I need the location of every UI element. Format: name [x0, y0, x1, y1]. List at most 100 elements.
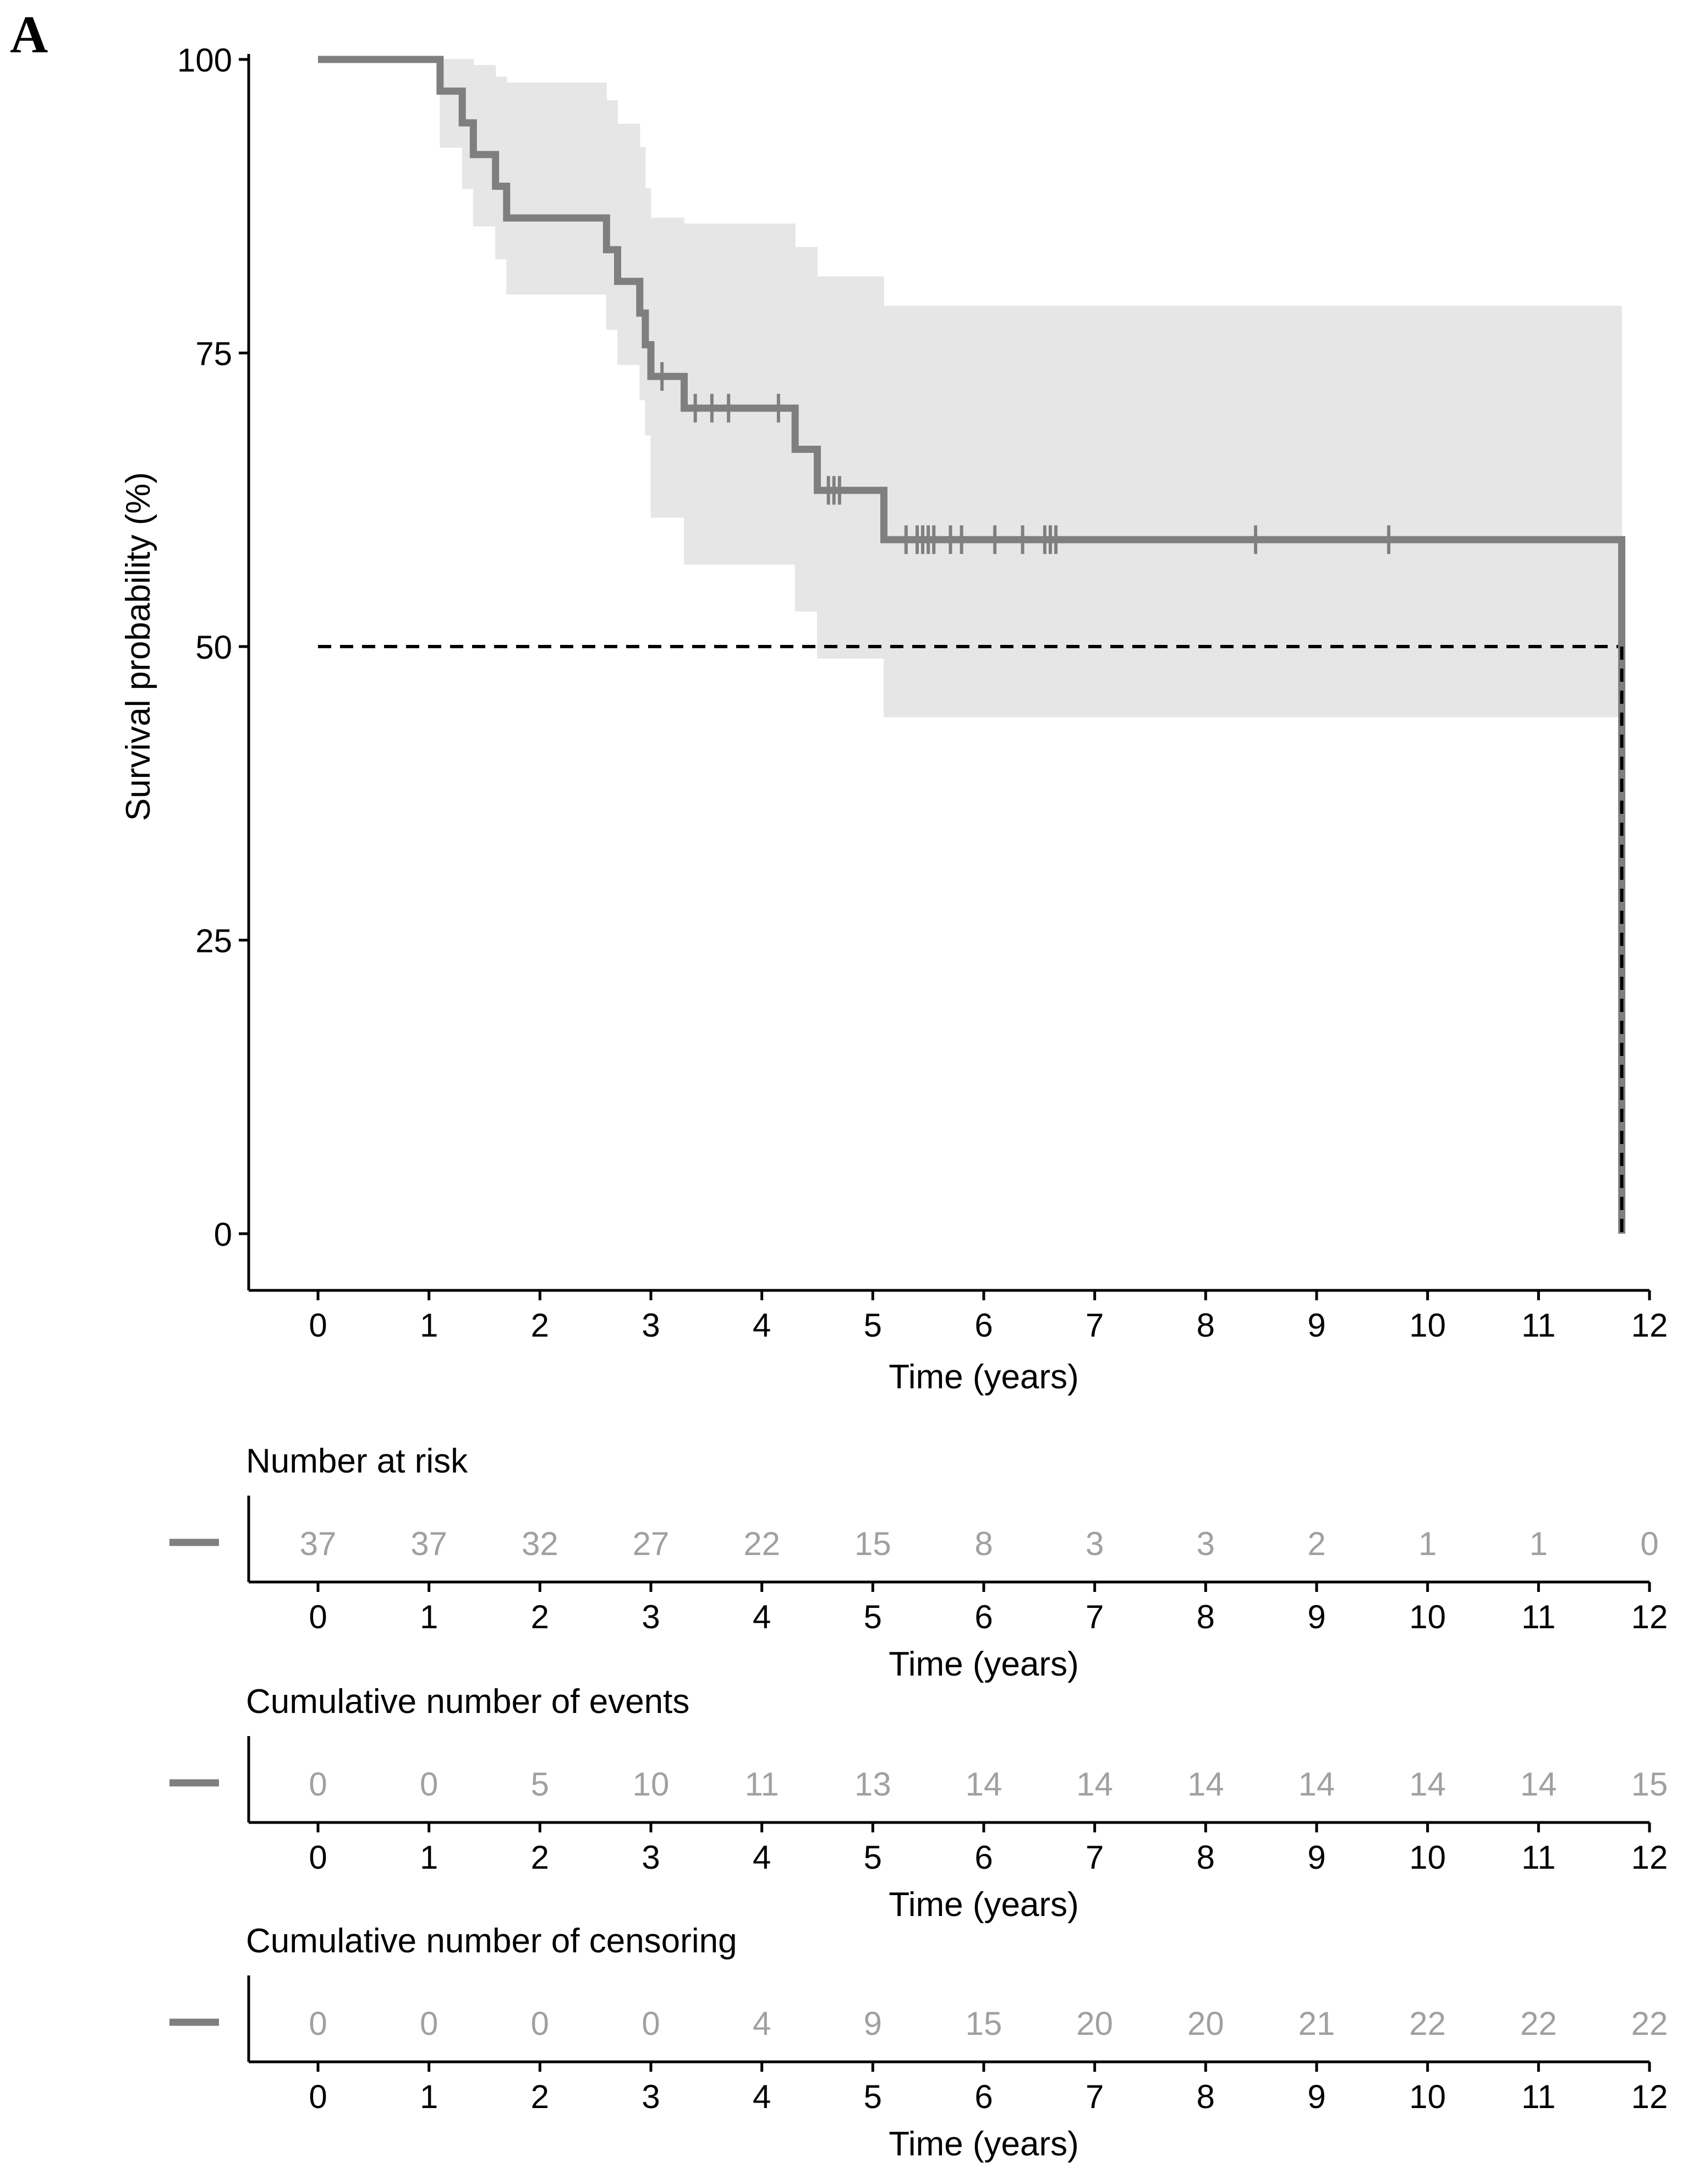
ci-band-segment	[506, 83, 607, 295]
risk-table-value: 15	[966, 2005, 1002, 2042]
x-tick-label: 6	[974, 1307, 993, 1344]
risk-table-value: 27	[633, 1525, 670, 1562]
x-tick-label: 0	[309, 2078, 327, 2115]
x-tick-label: 8	[1197, 2078, 1215, 2115]
risk-table-value: 9	[864, 2005, 882, 2042]
x-tick-label: 3	[642, 1839, 660, 1876]
table-x-axis-label: Time (years)	[889, 1645, 1079, 1683]
ci-band-segment	[639, 147, 646, 401]
x-tick-label: 8	[1197, 1599, 1215, 1635]
risk-table-value: 13	[854, 1766, 891, 1803]
y-tick-label: 25	[195, 923, 232, 960]
x-tick-label: 12	[1631, 1839, 1668, 1876]
risk-table-value: 22	[1520, 2005, 1557, 2042]
survival-curve	[318, 56, 1626, 1234]
x-tick-label: 7	[1086, 1599, 1104, 1635]
risk-table-value: 22	[743, 1525, 780, 1562]
x-tick-label: 1	[420, 2078, 438, 2115]
x-tick-label: 0	[309, 1599, 327, 1635]
x-tick-label: 7	[1086, 1839, 1104, 1876]
x-tick-label: 5	[864, 1599, 882, 1635]
risk-table-value: 3	[1086, 1525, 1104, 1562]
x-tick-label: 11	[1521, 1839, 1555, 1876]
risk-table-value: 14	[1409, 1766, 1446, 1803]
risk-table-value: 20	[1187, 2005, 1224, 2042]
x-tick-label: 4	[753, 1599, 771, 1635]
x-tick-label: 12	[1631, 1599, 1668, 1635]
risk-table-value: 32	[522, 1525, 558, 1562]
risk-table-value: 0	[309, 2005, 327, 2042]
risk-table-value: 8	[974, 1525, 993, 1562]
risk-table-value: 14	[1187, 1766, 1224, 1803]
risk-table-value: 5	[531, 1766, 549, 1803]
x-tick-label: 8	[1197, 1307, 1215, 1344]
risk-table-value: 4	[753, 2005, 771, 2042]
risk-table-value: 10	[633, 1766, 670, 1803]
x-tick-label: 10	[1409, 1599, 1446, 1635]
risk-table-value: 14	[1298, 1766, 1335, 1803]
risk-table-value: 0	[309, 1766, 327, 1803]
x-tick-label: 2	[531, 1839, 549, 1876]
table-x-axis-label: Time (years)	[889, 1886, 1079, 1924]
x-axis-label: Time (years)	[889, 1358, 1079, 1396]
x-tick-label: 0	[309, 1839, 327, 1876]
ci-band-segment	[817, 276, 884, 659]
ci-band-segment	[473, 65, 496, 227]
x-tick-label: 12	[1631, 2078, 1668, 2115]
risk-table-title: Cumulative number of censoring	[246, 1922, 737, 1960]
risk-table-value: 1	[1418, 1525, 1437, 1562]
x-tick-label: 7	[1086, 1307, 1104, 1344]
x-tick-label: 7	[1086, 2078, 1104, 2115]
ci-band-segment	[440, 59, 463, 148]
risk-table-value: 0	[642, 2005, 660, 2042]
x-tick-label: 2	[531, 1307, 549, 1344]
risk-table-value: 20	[1076, 2005, 1113, 2042]
risk-table-value: 15	[854, 1525, 891, 1562]
x-tick-label: 4	[753, 1307, 771, 1344]
y-tick-label: 100	[177, 42, 232, 79]
x-tick-label: 3	[642, 1599, 660, 1635]
x-tick-label: 6	[974, 1839, 993, 1876]
x-tick-label: 9	[1307, 2078, 1325, 2115]
risk-table-value: 3	[1197, 1525, 1215, 1562]
risk-table-value: 14	[966, 1766, 1002, 1803]
risk-table-value: 37	[410, 1525, 447, 1562]
x-tick-label: 5	[864, 2078, 882, 2115]
risk-table-value: 1	[1530, 1525, 1548, 1562]
confidence-band	[440, 59, 1623, 718]
risk-table-value: 11	[745, 1766, 779, 1803]
x-tick-label: 10	[1409, 2078, 1446, 2115]
censor-marks	[660, 362, 1391, 554]
ci-band-segment	[884, 305, 1623, 718]
survival-curve-group	[318, 56, 1626, 1234]
ci-band-segment	[650, 217, 684, 518]
risk-table-value: 21	[1298, 2005, 1335, 2042]
x-tick-label: 1	[420, 1599, 438, 1635]
risk-table-title: Cumulative number of events	[246, 1683, 689, 1721]
risk-table-value: 22	[1409, 2005, 1446, 2042]
x-tick-label: 6	[974, 2078, 993, 2115]
risk-table-value: 0	[420, 2005, 438, 2042]
x-tick-label: 1	[420, 1307, 438, 1344]
x-tick-label: 9	[1307, 1839, 1325, 1876]
x-tick-label: 10	[1409, 1307, 1446, 1344]
x-tick-label: 10	[1409, 1839, 1446, 1876]
x-tick-label: 5	[864, 1839, 882, 1876]
risk-table-value: 37	[300, 1525, 337, 1562]
x-tick-label: 4	[753, 2078, 771, 2115]
x-tick-label: 4	[753, 1839, 771, 1876]
ci-band-segment	[617, 123, 640, 365]
x-tick-label: 3	[642, 1307, 660, 1344]
y-tick-label: 0	[214, 1216, 232, 1253]
x-tick-label: 3	[642, 2078, 660, 2115]
y-tick-label: 75	[195, 336, 232, 373]
risk-table-value: 14	[1076, 1766, 1113, 1803]
risk-table-value: 0	[420, 1766, 438, 1803]
risk-table-value: 2	[1307, 1525, 1325, 1562]
risk-table-value: 14	[1520, 1766, 1557, 1803]
risk-table-value: 15	[1631, 1766, 1668, 1803]
x-tick-label: 8	[1197, 1839, 1215, 1876]
